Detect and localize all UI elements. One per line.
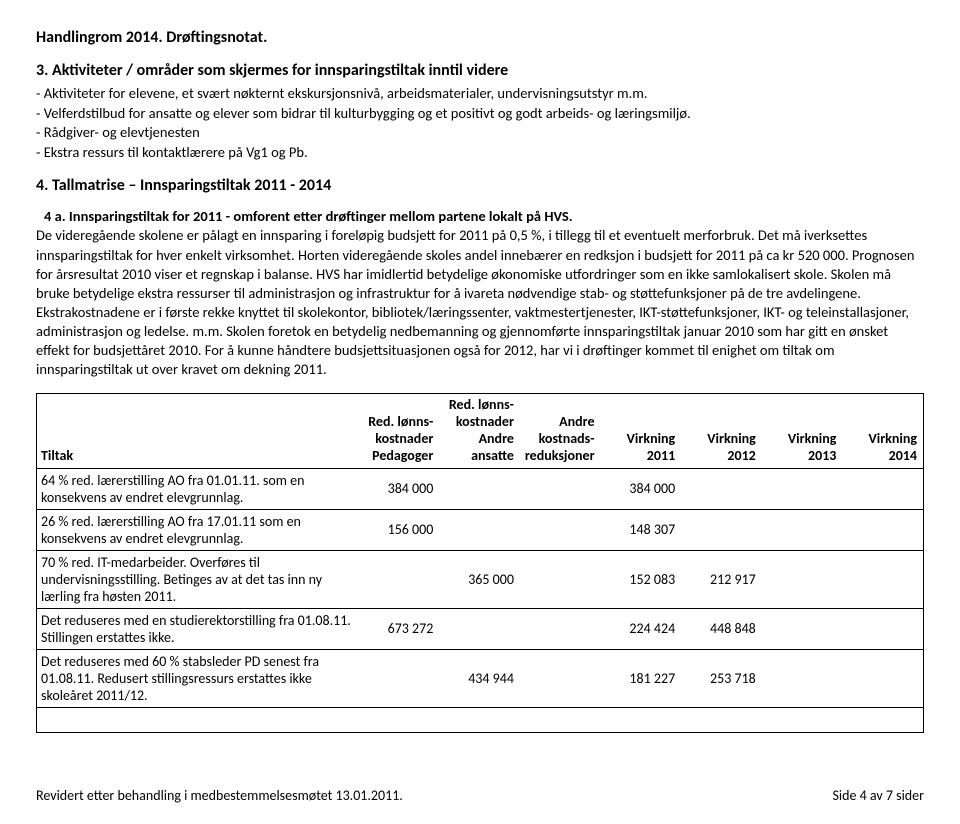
cell-value xyxy=(359,649,440,707)
cell-value xyxy=(439,509,520,550)
section-4a-heading: 4 a. Innsparingstiltak for 2011 - omfore… xyxy=(44,207,573,225)
cell-value: 384 000 xyxy=(359,468,440,509)
cell-value xyxy=(359,550,440,608)
footer-left: Revidert etter behandling i medbestemmel… xyxy=(36,787,403,804)
cell-value: 673 272 xyxy=(359,608,440,649)
col-header-v2014: Virkning 2014 xyxy=(842,394,923,468)
cell-value xyxy=(762,649,843,707)
col-header-v2013: Virkning 2013 xyxy=(762,394,843,468)
cell-value xyxy=(762,550,843,608)
cell-value xyxy=(762,608,843,649)
cell-value: 434 944 xyxy=(439,649,520,707)
footer-right: Side 4 av 7 sider xyxy=(832,787,924,804)
cell-value: 212 917 xyxy=(681,550,762,608)
cell-tiltak: 26 % red. lærerstilling AO fra 17.01.11 … xyxy=(37,509,359,550)
document-title: Handlingrom 2014. Drøftingsnotat. xyxy=(36,28,924,47)
cell-value: 365 000 xyxy=(439,550,520,608)
table-row: Det reduseres med 60 % stabsleder PD sen… xyxy=(37,649,924,707)
bullet-line: - Rådgiver- og elevtjenesten xyxy=(36,123,924,143)
cell-value xyxy=(762,509,843,550)
col-header-andre-ansatte: Red. lønns- kostnader Andre ansatte xyxy=(439,394,520,468)
cell-tiltak: Det reduseres med en studierektorstillin… xyxy=(37,608,359,649)
cell-value xyxy=(520,468,601,509)
table-row: 26 % red. lærerstilling AO fra 17.01.11 … xyxy=(37,509,924,550)
col-header-v2011: Virkning 2011 xyxy=(601,394,682,468)
cell-value xyxy=(520,649,601,707)
cell-value xyxy=(439,468,520,509)
cell-value xyxy=(762,468,843,509)
table-row: Det reduseres med en studierektorstillin… xyxy=(37,608,924,649)
cell-value xyxy=(520,608,601,649)
section-4a: 4 a. Innsparingstiltak for 2011 - omfore… xyxy=(36,207,924,379)
cell-value xyxy=(842,550,923,608)
page-footer: Revidert etter behandling i medbestemmel… xyxy=(36,787,924,804)
section-3-lines: - Aktiviteter for elevene, et svært nøkt… xyxy=(36,84,924,162)
cell-value xyxy=(842,509,923,550)
section-4a-paragraph: De videregående skolene er pålagt en inn… xyxy=(36,226,914,378)
cell-value xyxy=(681,468,762,509)
cell-value: 148 307 xyxy=(601,509,682,550)
cell-value xyxy=(842,468,923,509)
bullet-line: - Ekstra ressurs til kontaktlærere på Vg… xyxy=(36,143,924,163)
table-row: 70 % red. IT-medarbeider. Overføres til … xyxy=(37,550,924,608)
col-header-pedagoger: Red. lønns- kostnader Pedagoger xyxy=(359,394,440,468)
cell-value xyxy=(681,509,762,550)
cell-value xyxy=(520,509,601,550)
cell-value: 448 848 xyxy=(681,608,762,649)
col-header-andre-kostnad: Andre kostnads- reduksjoner xyxy=(520,394,601,468)
cell-value: 156 000 xyxy=(359,509,440,550)
cell-value xyxy=(520,550,601,608)
cell-value: 181 227 xyxy=(601,649,682,707)
cell-value: 384 000 xyxy=(601,468,682,509)
cell-tiltak: 64 % red. lærerstilling AO fra 01.01.11.… xyxy=(37,468,359,509)
cell-value: 253 718 xyxy=(681,649,762,707)
cell-value xyxy=(439,608,520,649)
bullet-line: - Aktiviteter for elevene, et svært nøkt… xyxy=(36,84,924,104)
section-4-heading: 4. Tallmatrise – Innsparingstiltak 2011 … xyxy=(36,176,924,195)
col-header-v2012: Virkning 2012 xyxy=(681,394,762,468)
cell-value: 152 083 xyxy=(601,550,682,608)
table-row-empty xyxy=(37,707,924,732)
cell-value xyxy=(842,608,923,649)
tallmatrise-table: Tiltak Red. lønns- kostnader Pedagoger R… xyxy=(36,393,924,732)
cell-value: 224 424 xyxy=(601,608,682,649)
cell-tiltak: 70 % red. IT-medarbeider. Overføres til … xyxy=(37,550,359,608)
col-header-tiltak: Tiltak xyxy=(37,394,359,468)
table-row: 64 % red. lærerstilling AO fra 01.01.11.… xyxy=(37,468,924,509)
section-3-heading: 3. Aktiviteter / områder som skjermes fo… xyxy=(36,61,924,80)
cell-value xyxy=(842,649,923,707)
cell-tiltak: Det reduseres med 60 % stabsleder PD sen… xyxy=(37,649,359,707)
bullet-line: - Velferdstilbud for ansatte og elever s… xyxy=(36,104,924,124)
